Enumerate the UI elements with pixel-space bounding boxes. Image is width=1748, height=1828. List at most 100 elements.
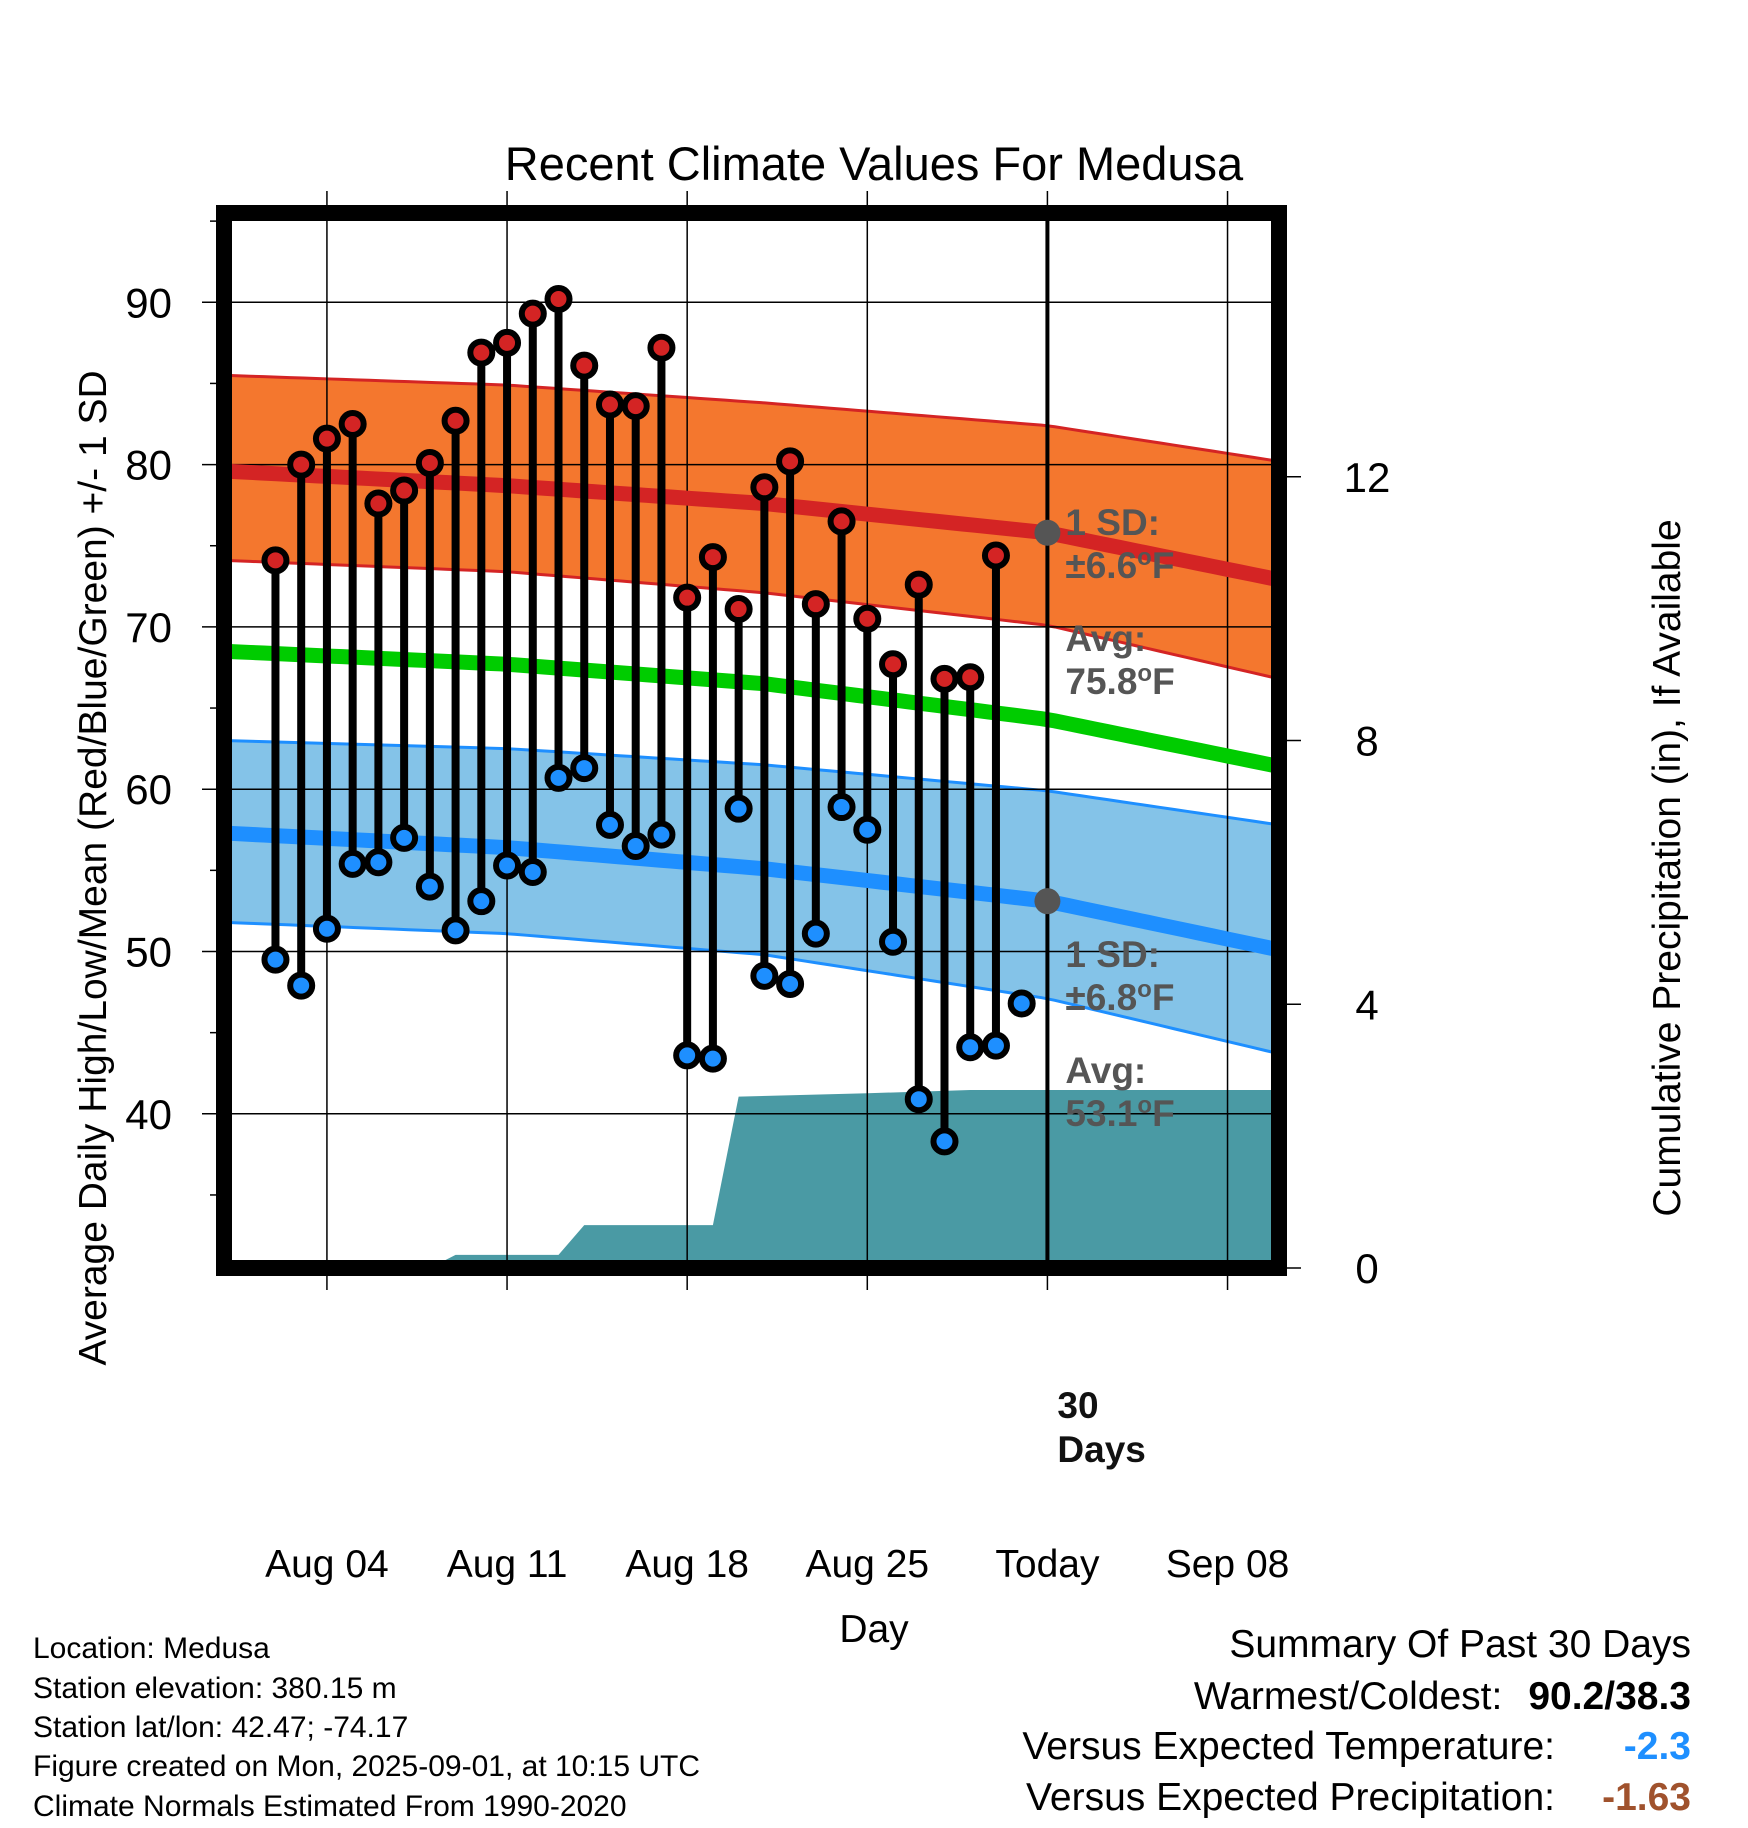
temp-label: Versus Expected Temperature: [1022,1725,1555,1768]
low-sd-label: 1 SD: [1065,934,1160,975]
daily-high-point [518,299,547,328]
x-tick-label: Aug 25 [805,1543,929,1586]
daily-low-point [261,945,290,974]
sd-bands [223,373,1280,1056]
high-sd-value-part: o [1137,544,1152,571]
summary-title: Summary Of Past 30 Days [1229,1623,1691,1666]
daily-high-point [595,390,624,419]
today-avg-high-marker [1034,519,1061,546]
y-right-tick-label: 12 [1344,454,1391,501]
daily-high-point [364,489,393,518]
y-axis-label: Average Daily High/Low/Mean (Red/Blue/Gr… [72,370,115,1365]
location-text: Location: Medusa [33,1632,270,1665]
daily-dots [261,285,1036,1156]
normals-text: Climate Normals Estimated From 1990-2020 [33,1790,627,1823]
low-sd-value: ±6.8oF [1065,976,1174,1019]
y-right-tick-label: 0 [1355,1245,1378,1292]
today-avg-low-marker [1034,888,1061,915]
chart-text: Recent Climate Values For Medusa Day Ave… [72,137,1689,1651]
daily-low-point [750,961,779,990]
daily-high-point [441,406,470,435]
high-avg-value-part: o [1137,660,1152,687]
daily-high-point [287,450,316,479]
y-axis-right-label: Cumulative Precipitation (in), If Availa… [1646,519,1689,1216]
daily-low-point [673,1041,702,1070]
summary-warm-cold: Warmest/Coldest: 90.2/38.3 [1194,1675,1691,1719]
y-right-tick-label: 4 [1355,981,1378,1028]
daily-high-point [853,604,882,633]
axis-ticks: 40 50 60 70 80 90 0 4 8 12 Aug 04 Aug 11 Aug 18 Aug 2… [125,191,1390,1586]
daily-low-point [724,794,753,823]
x-axis-label: Day [839,1608,909,1651]
high-avg-label: Avg: [1065,618,1146,659]
daily-high-point [673,583,702,612]
y-tick-label: 60 [125,766,172,813]
daily-high-point [750,473,779,502]
daily-high-point [493,328,522,357]
precip-area [224,1089,1279,1268]
daily-low-point [544,763,573,792]
daily-high-point [570,351,599,380]
daily-high-point [879,650,908,679]
low-sd-label-part: 1 SD: [1065,934,1160,975]
precip-cumulative-area [224,1089,1279,1268]
high-sd-value: ±6.6oF [1065,544,1174,587]
y-right-tick-label: 8 [1355,718,1378,765]
daily-high-point [415,448,444,477]
high-avg-value: 75.8oF [1065,660,1174,703]
high-sd-value-part: F [1152,545,1175,586]
daily-low-point [981,1031,1010,1060]
daily-high-point [621,392,650,421]
temp-value: -2.3 [1623,1725,1691,1768]
low-sd-band [224,740,1279,1054]
y-tick-label: 40 [125,1091,172,1138]
daily-low-point [312,914,341,943]
daily-high-point [981,541,1010,570]
daily-high-point [776,447,805,476]
daily-low-point [338,849,367,878]
daily-low-point [904,1085,933,1114]
daily-high-point [544,285,573,314]
precip-value: -1.63 [1602,1776,1691,1819]
precip-label: Versus Expected Precipitation: [1026,1776,1555,1819]
warm-cold-value: 90.2/38.3 [1528,1675,1691,1718]
daily-low-point [441,916,470,945]
daily-high-point [930,664,959,693]
daily-high-point [467,338,496,367]
low-avg-value: 53.1oF [1065,1092,1174,1135]
low-avg-value-part: F [1152,1093,1175,1134]
summary-precip: Versus Expected Precipitation: -1.63 [1026,1776,1691,1820]
y-tick-label: 70 [125,604,172,651]
daily-low-point [287,971,316,1000]
daily-high-point [261,546,290,575]
daily-low-point [415,872,444,901]
daily-high-point [904,570,933,599]
elevation-text: Station elevation: 380.15 m [33,1672,397,1705]
daily-low-point [595,810,624,839]
daily-high-point [801,590,830,619]
daily-high-point [956,663,985,692]
daily-high-point [647,333,676,362]
y-tick-label: 50 [125,929,172,976]
y-tick-label: 80 [125,442,172,489]
daily-low-point [776,969,805,998]
daily-low-point [801,919,830,948]
low-avg-value-part: 53.1 [1065,1093,1137,1134]
high-avg-value-part: F [1152,661,1175,702]
latlon-text: Station lat/lon: 42.47; -74.17 [33,1711,409,1744]
chart-title: Recent Climate Values For Medusa [505,137,1244,190]
high-sd-lower-edge [223,558,1280,681]
low-sd-value-part: F [1152,977,1175,1018]
daily-low-point [647,820,676,849]
y-tick-label: 90 [125,279,172,326]
high-sd-label-part: 1 SD: [1065,502,1160,543]
daily-high-point [724,595,753,624]
high-sd-upper-edge [223,373,1280,463]
daily-high-point [338,410,367,438]
x-tick-label: Today [995,1543,1100,1586]
low-avg-value-part: o [1137,1092,1152,1119]
daily-low-point [364,848,393,877]
warm-cold-label: Warmest/Coldest: [1193,1675,1503,1718]
daily-low-point [493,851,522,880]
